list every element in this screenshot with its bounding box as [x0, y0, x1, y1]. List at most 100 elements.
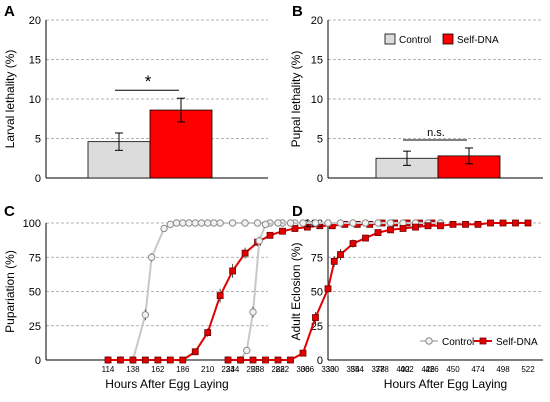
data-point: [279, 227, 286, 235]
y-tick-label: 10: [29, 94, 41, 106]
x-tick-label: 234: [221, 365, 235, 374]
data-point: [286, 219, 295, 227]
panel-c: C 0 25 50 75 100 Pupariation (%) 114 138 162 186 21…: [3, 203, 439, 391]
x-tick-label: 522: [521, 365, 535, 374]
data-point: [166, 220, 175, 229]
data-point: [203, 219, 212, 227]
data-point: [512, 219, 519, 227]
data-point: [166, 356, 174, 364]
data-point: [437, 222, 444, 230]
data-point: [241, 219, 249, 227]
x-tick-label: 330: [326, 365, 340, 374]
data-point: [449, 220, 457, 228]
data-point: [291, 225, 299, 232]
x-tick-label: 378: [371, 365, 385, 374]
x-axis-label: Hours After Egg Laying: [105, 377, 228, 391]
data-point: [386, 219, 395, 227]
y-tick-label: 0: [317, 173, 323, 185]
data-point: [228, 219, 237, 227]
data-point: [412, 223, 419, 231]
data-point: [487, 219, 494, 227]
data-point: [349, 240, 357, 247]
data-point: [349, 219, 357, 227]
legend-label: Self-DNA: [496, 337, 538, 348]
data-point: [474, 220, 482, 228]
y-tick-label: 20: [29, 15, 41, 27]
data-point: [266, 231, 274, 239]
data-point: [191, 219, 199, 227]
legend-swatch: [384, 33, 396, 45]
data-point: [462, 220, 469, 228]
data-point: [249, 356, 257, 364]
data-point: [224, 356, 232, 364]
x-tick-label: 426: [425, 365, 439, 374]
y-axis-label: Pupal lethality (%): [289, 51, 303, 148]
data-point: [185, 219, 193, 227]
data-point: [311, 219, 320, 227]
data-point: [299, 349, 307, 357]
data-point: [241, 249, 249, 257]
legend-swatch: [442, 33, 454, 45]
data-point: [229, 267, 237, 275]
data-point: [374, 229, 382, 236]
x-tick-label: 402: [400, 365, 414, 374]
legend-label: Control: [399, 35, 431, 46]
x-tick-label: 258: [251, 365, 265, 374]
legend-label: Control: [442, 337, 474, 348]
data-point: [261, 220, 270, 229]
data-point: [210, 219, 218, 227]
data-point: [191, 348, 199, 356]
data-point: [179, 219, 187, 227]
y-tick-label: 5: [35, 134, 41, 146]
y-tick-label: 10: [311, 94, 323, 106]
x-tick-label: 234: [226, 365, 240, 374]
data-point: [303, 223, 311, 231]
x-tick-label: 306: [296, 365, 310, 374]
legend-marker: [425, 337, 433, 345]
x-tick-label: 330: [321, 365, 335, 374]
panel-letter: B: [292, 3, 303, 20]
data-point: [336, 219, 345, 227]
y-tick-label: 0: [35, 173, 41, 185]
data-point: [399, 225, 407, 232]
data-point: [524, 219, 532, 227]
series-self-dna: [224, 219, 532, 364]
y-tick-label: 15: [29, 55, 41, 67]
data-point: [337, 251, 344, 258]
panel-letter: A: [4, 3, 15, 20]
data-point: [424, 222, 432, 230]
y-axis-label: Pupariation (%): [3, 250, 17, 333]
data-point: [172, 219, 181, 227]
data-point: [274, 219, 282, 227]
data-point: [287, 356, 294, 364]
x-tick-label: 282: [276, 365, 290, 374]
x-tick-label: 162: [151, 365, 165, 374]
significance-label: *: [145, 72, 152, 91]
data-point: [147, 253, 156, 261]
x-tick-label: 402: [396, 365, 410, 374]
panel-letter: C: [4, 203, 15, 220]
x-tick-label: 426: [421, 365, 435, 374]
y-tick-label: 25: [29, 321, 41, 333]
data-point: [387, 226, 394, 234]
x-tick-label: 474: [471, 365, 485, 374]
x-tick-label: 378: [375, 365, 389, 374]
data-point: [141, 356, 149, 364]
data-point: [299, 219, 307, 227]
y-tick-label: 100: [23, 218, 41, 230]
data-point: [312, 314, 319, 321]
data-point: [216, 292, 224, 300]
data-point: [237, 356, 244, 364]
x-tick-label: 186: [176, 365, 190, 374]
data-point: [141, 311, 150, 319]
x-tick-label: 354: [346, 365, 360, 374]
x-tick-label: 306: [301, 365, 315, 374]
panel-b: B 0 5 10 15 20 Pupal lethality (%) n.s. Control S…: [289, 3, 543, 185]
x-tick-label: 354: [351, 365, 365, 374]
x-tick-label: 258: [246, 365, 260, 374]
data-point: [243, 346, 251, 355]
data-point: [179, 356, 187, 364]
y-tick-label: 0: [317, 355, 323, 367]
data-point: [274, 356, 282, 364]
